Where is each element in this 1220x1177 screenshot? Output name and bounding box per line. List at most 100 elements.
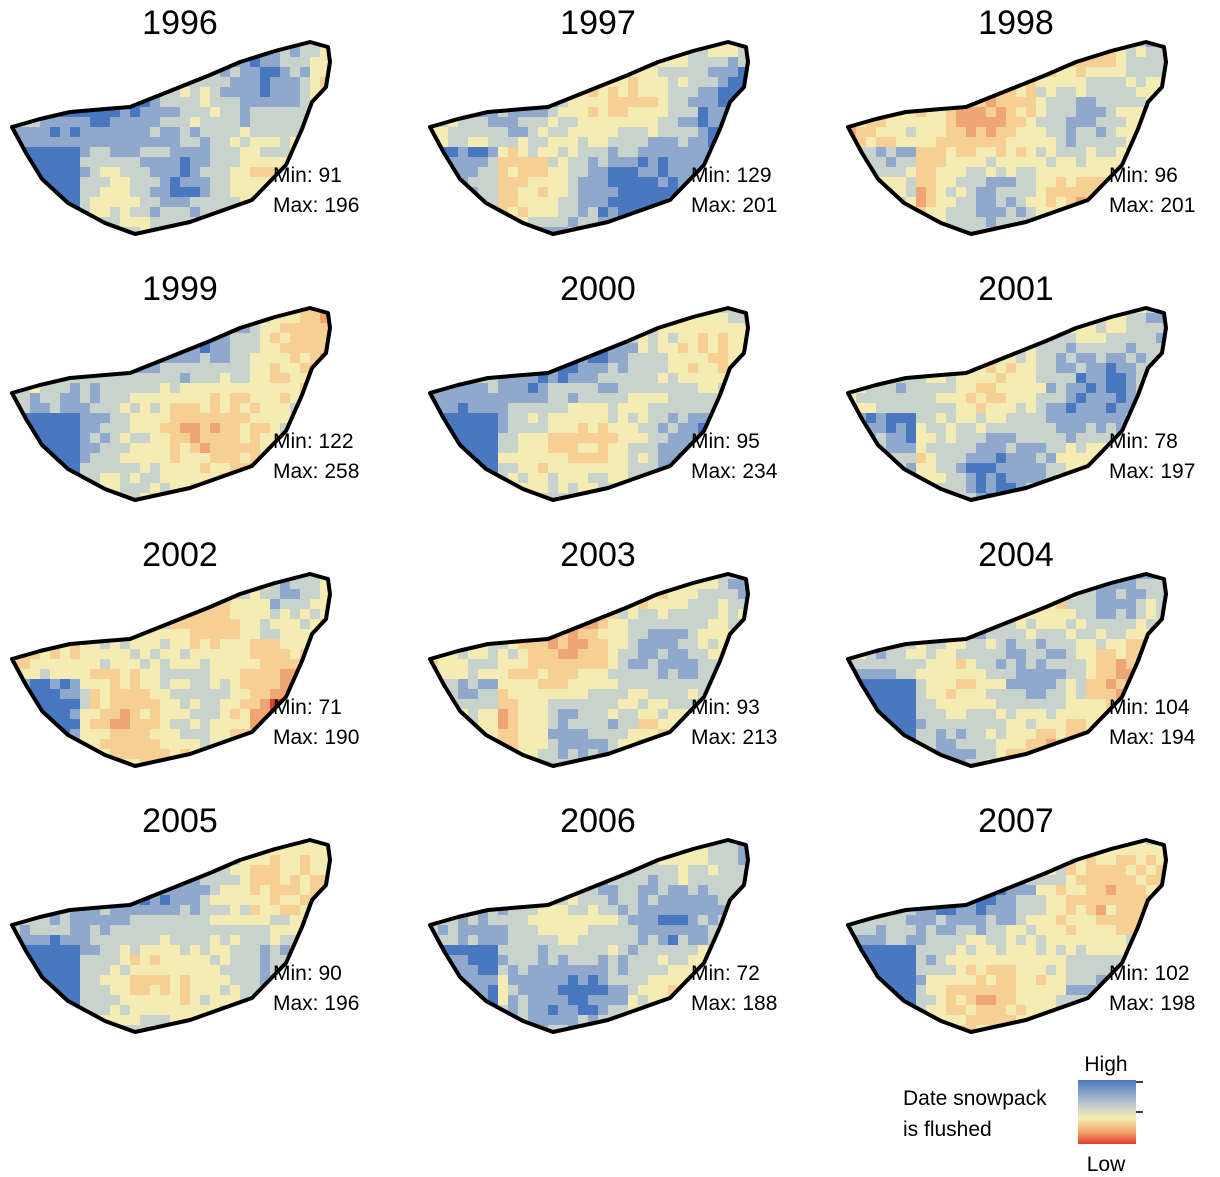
map-cell bbox=[428, 639, 439, 650]
map-cell bbox=[568, 323, 579, 334]
map-cell bbox=[688, 363, 699, 374]
map-cell bbox=[1086, 217, 1097, 228]
map-cell bbox=[876, 353, 887, 364]
map-cell bbox=[50, 333, 61, 344]
map-cell bbox=[926, 313, 937, 324]
map-cell bbox=[50, 483, 61, 494]
map-cell bbox=[270, 217, 281, 228]
map-cell bbox=[110, 323, 121, 334]
map-cell bbox=[1076, 137, 1087, 148]
map-cell bbox=[488, 303, 499, 314]
map-cell bbox=[886, 47, 897, 58]
map-cell bbox=[986, 167, 997, 178]
map-cell bbox=[330, 373, 341, 384]
map-cell bbox=[60, 47, 71, 58]
map-cell bbox=[608, 463, 619, 474]
map-cell bbox=[310, 147, 321, 158]
map-cell bbox=[728, 383, 739, 394]
map-cell bbox=[250, 343, 261, 354]
map-cell bbox=[1046, 187, 1057, 198]
map-cell bbox=[210, 483, 221, 494]
map-cell bbox=[190, 639, 201, 650]
map-cell bbox=[310, 137, 321, 148]
map-cell bbox=[140, 167, 151, 178]
map-cell bbox=[1076, 333, 1087, 344]
map-cell bbox=[648, 303, 659, 314]
map-cell bbox=[300, 227, 311, 238]
map-cell bbox=[946, 167, 957, 178]
map-cell bbox=[210, 629, 221, 640]
map-cell bbox=[1016, 473, 1027, 484]
map-panel: 2003Min: 93Max: 213 bbox=[428, 536, 777, 770]
map-cell bbox=[40, 749, 51, 760]
map-cell bbox=[1166, 313, 1177, 324]
map-cell bbox=[70, 87, 81, 98]
map-cell bbox=[478, 599, 489, 610]
map-cell bbox=[30, 669, 41, 680]
map-cell bbox=[20, 599, 31, 610]
map-cell bbox=[976, 413, 987, 424]
map-cell bbox=[528, 403, 539, 414]
map-cell bbox=[558, 423, 569, 434]
map-cell bbox=[1016, 137, 1027, 148]
map-cell bbox=[170, 453, 181, 464]
map-cell bbox=[946, 207, 957, 218]
map-cell bbox=[250, 167, 261, 178]
map-cell bbox=[856, 127, 867, 138]
map-cell bbox=[30, 493, 41, 504]
map-cell bbox=[458, 197, 469, 208]
map-cell bbox=[20, 67, 31, 78]
map-cell bbox=[688, 493, 699, 504]
map-cell bbox=[618, 177, 629, 188]
map-cell bbox=[1146, 127, 1157, 138]
map-cell bbox=[518, 629, 529, 640]
map-cell bbox=[100, 147, 111, 158]
map-cell bbox=[748, 97, 759, 108]
map-cell bbox=[448, 87, 459, 98]
map-cell bbox=[1116, 483, 1127, 494]
map-cell bbox=[488, 333, 499, 344]
map-cell bbox=[130, 67, 141, 78]
map-cell bbox=[130, 739, 141, 750]
map-cell bbox=[230, 67, 241, 78]
map-cell bbox=[150, 423, 161, 434]
map-cell bbox=[1096, 483, 1107, 494]
map-cell bbox=[846, 157, 857, 168]
map-cell bbox=[558, 639, 569, 650]
map-cell bbox=[230, 689, 241, 700]
map-cell bbox=[330, 629, 341, 640]
map-cell bbox=[698, 493, 709, 504]
map-cell bbox=[468, 383, 479, 394]
map-cell bbox=[956, 483, 967, 494]
map-cell bbox=[1076, 383, 1087, 394]
map-cell bbox=[478, 167, 489, 178]
map-cell bbox=[966, 137, 977, 148]
map-cell bbox=[876, 303, 887, 314]
map-cell bbox=[638, 393, 649, 404]
map-cell bbox=[150, 393, 161, 404]
map-cell bbox=[230, 303, 241, 314]
map-cell bbox=[250, 333, 261, 344]
map-cell bbox=[628, 107, 639, 118]
map-cell bbox=[588, 639, 599, 650]
map-cell bbox=[628, 217, 639, 228]
map-cell bbox=[598, 599, 609, 610]
map-cell bbox=[1046, 177, 1057, 188]
map-cell bbox=[60, 137, 71, 148]
map-cell bbox=[428, 599, 439, 610]
map-cell bbox=[448, 127, 459, 138]
map-cell bbox=[618, 493, 629, 504]
map-cell bbox=[90, 363, 101, 374]
map-cell bbox=[498, 47, 509, 58]
map-cell bbox=[578, 639, 589, 650]
map-cell bbox=[210, 343, 221, 354]
map-cell bbox=[668, 333, 679, 344]
map-cell bbox=[1116, 353, 1127, 364]
map-cell bbox=[310, 659, 321, 670]
map-cell bbox=[70, 709, 81, 720]
map-cell bbox=[976, 453, 987, 464]
map-cell bbox=[1116, 217, 1127, 228]
map-cell bbox=[170, 383, 181, 394]
map-cell bbox=[1136, 147, 1147, 158]
map-cell bbox=[100, 443, 111, 454]
